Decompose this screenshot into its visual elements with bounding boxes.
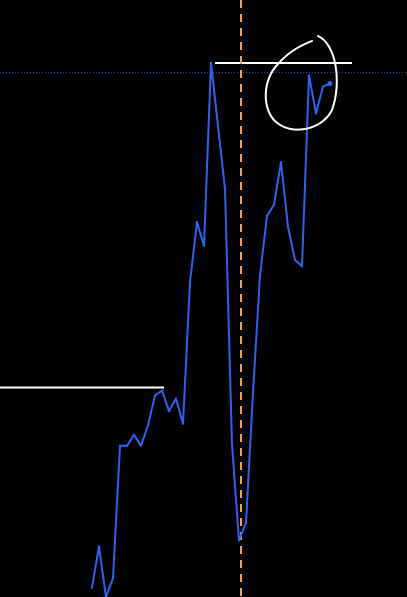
data-point xyxy=(167,409,171,413)
data-point xyxy=(265,214,269,218)
data-point xyxy=(251,391,255,394)
data-point xyxy=(244,521,248,525)
data-point xyxy=(118,444,122,447)
data-point xyxy=(146,424,150,427)
data-point xyxy=(279,161,283,164)
data-point xyxy=(111,576,115,580)
data-point xyxy=(272,203,276,206)
data-point xyxy=(90,586,94,589)
data-point xyxy=(132,433,136,436)
data-point xyxy=(97,545,101,548)
data-point xyxy=(293,258,297,262)
data-point xyxy=(307,74,311,77)
data-point xyxy=(300,265,304,268)
circle-annotation[interactable] xyxy=(264,35,338,131)
data-point xyxy=(125,444,129,447)
data-point xyxy=(258,274,262,277)
data-point xyxy=(195,220,199,224)
data-point xyxy=(209,61,213,65)
data-point xyxy=(230,443,234,446)
data-point xyxy=(216,124,220,128)
data-point xyxy=(153,394,157,397)
data-point xyxy=(181,422,185,425)
data-point xyxy=(286,225,290,229)
data-point xyxy=(188,280,192,284)
data-point xyxy=(223,187,227,191)
data-point xyxy=(139,444,143,447)
data-point xyxy=(174,397,178,400)
last-point-marker xyxy=(327,80,333,86)
data-point xyxy=(160,389,164,392)
data-point xyxy=(321,85,325,88)
data-point xyxy=(314,112,318,115)
data-point xyxy=(202,244,206,247)
data-point xyxy=(237,539,241,542)
series-line xyxy=(91,62,331,597)
